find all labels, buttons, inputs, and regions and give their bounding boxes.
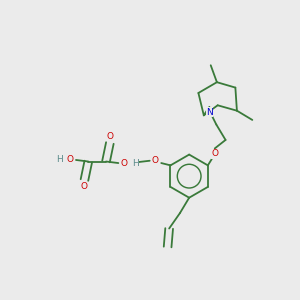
Text: O: O xyxy=(152,156,159,165)
Text: O: O xyxy=(106,132,113,141)
Text: H: H xyxy=(132,158,139,167)
Text: O: O xyxy=(81,182,88,191)
Text: O: O xyxy=(211,149,218,158)
Text: H: H xyxy=(56,155,62,164)
Text: O: O xyxy=(121,158,128,167)
Text: O: O xyxy=(66,155,73,164)
Text: N: N xyxy=(206,108,213,117)
